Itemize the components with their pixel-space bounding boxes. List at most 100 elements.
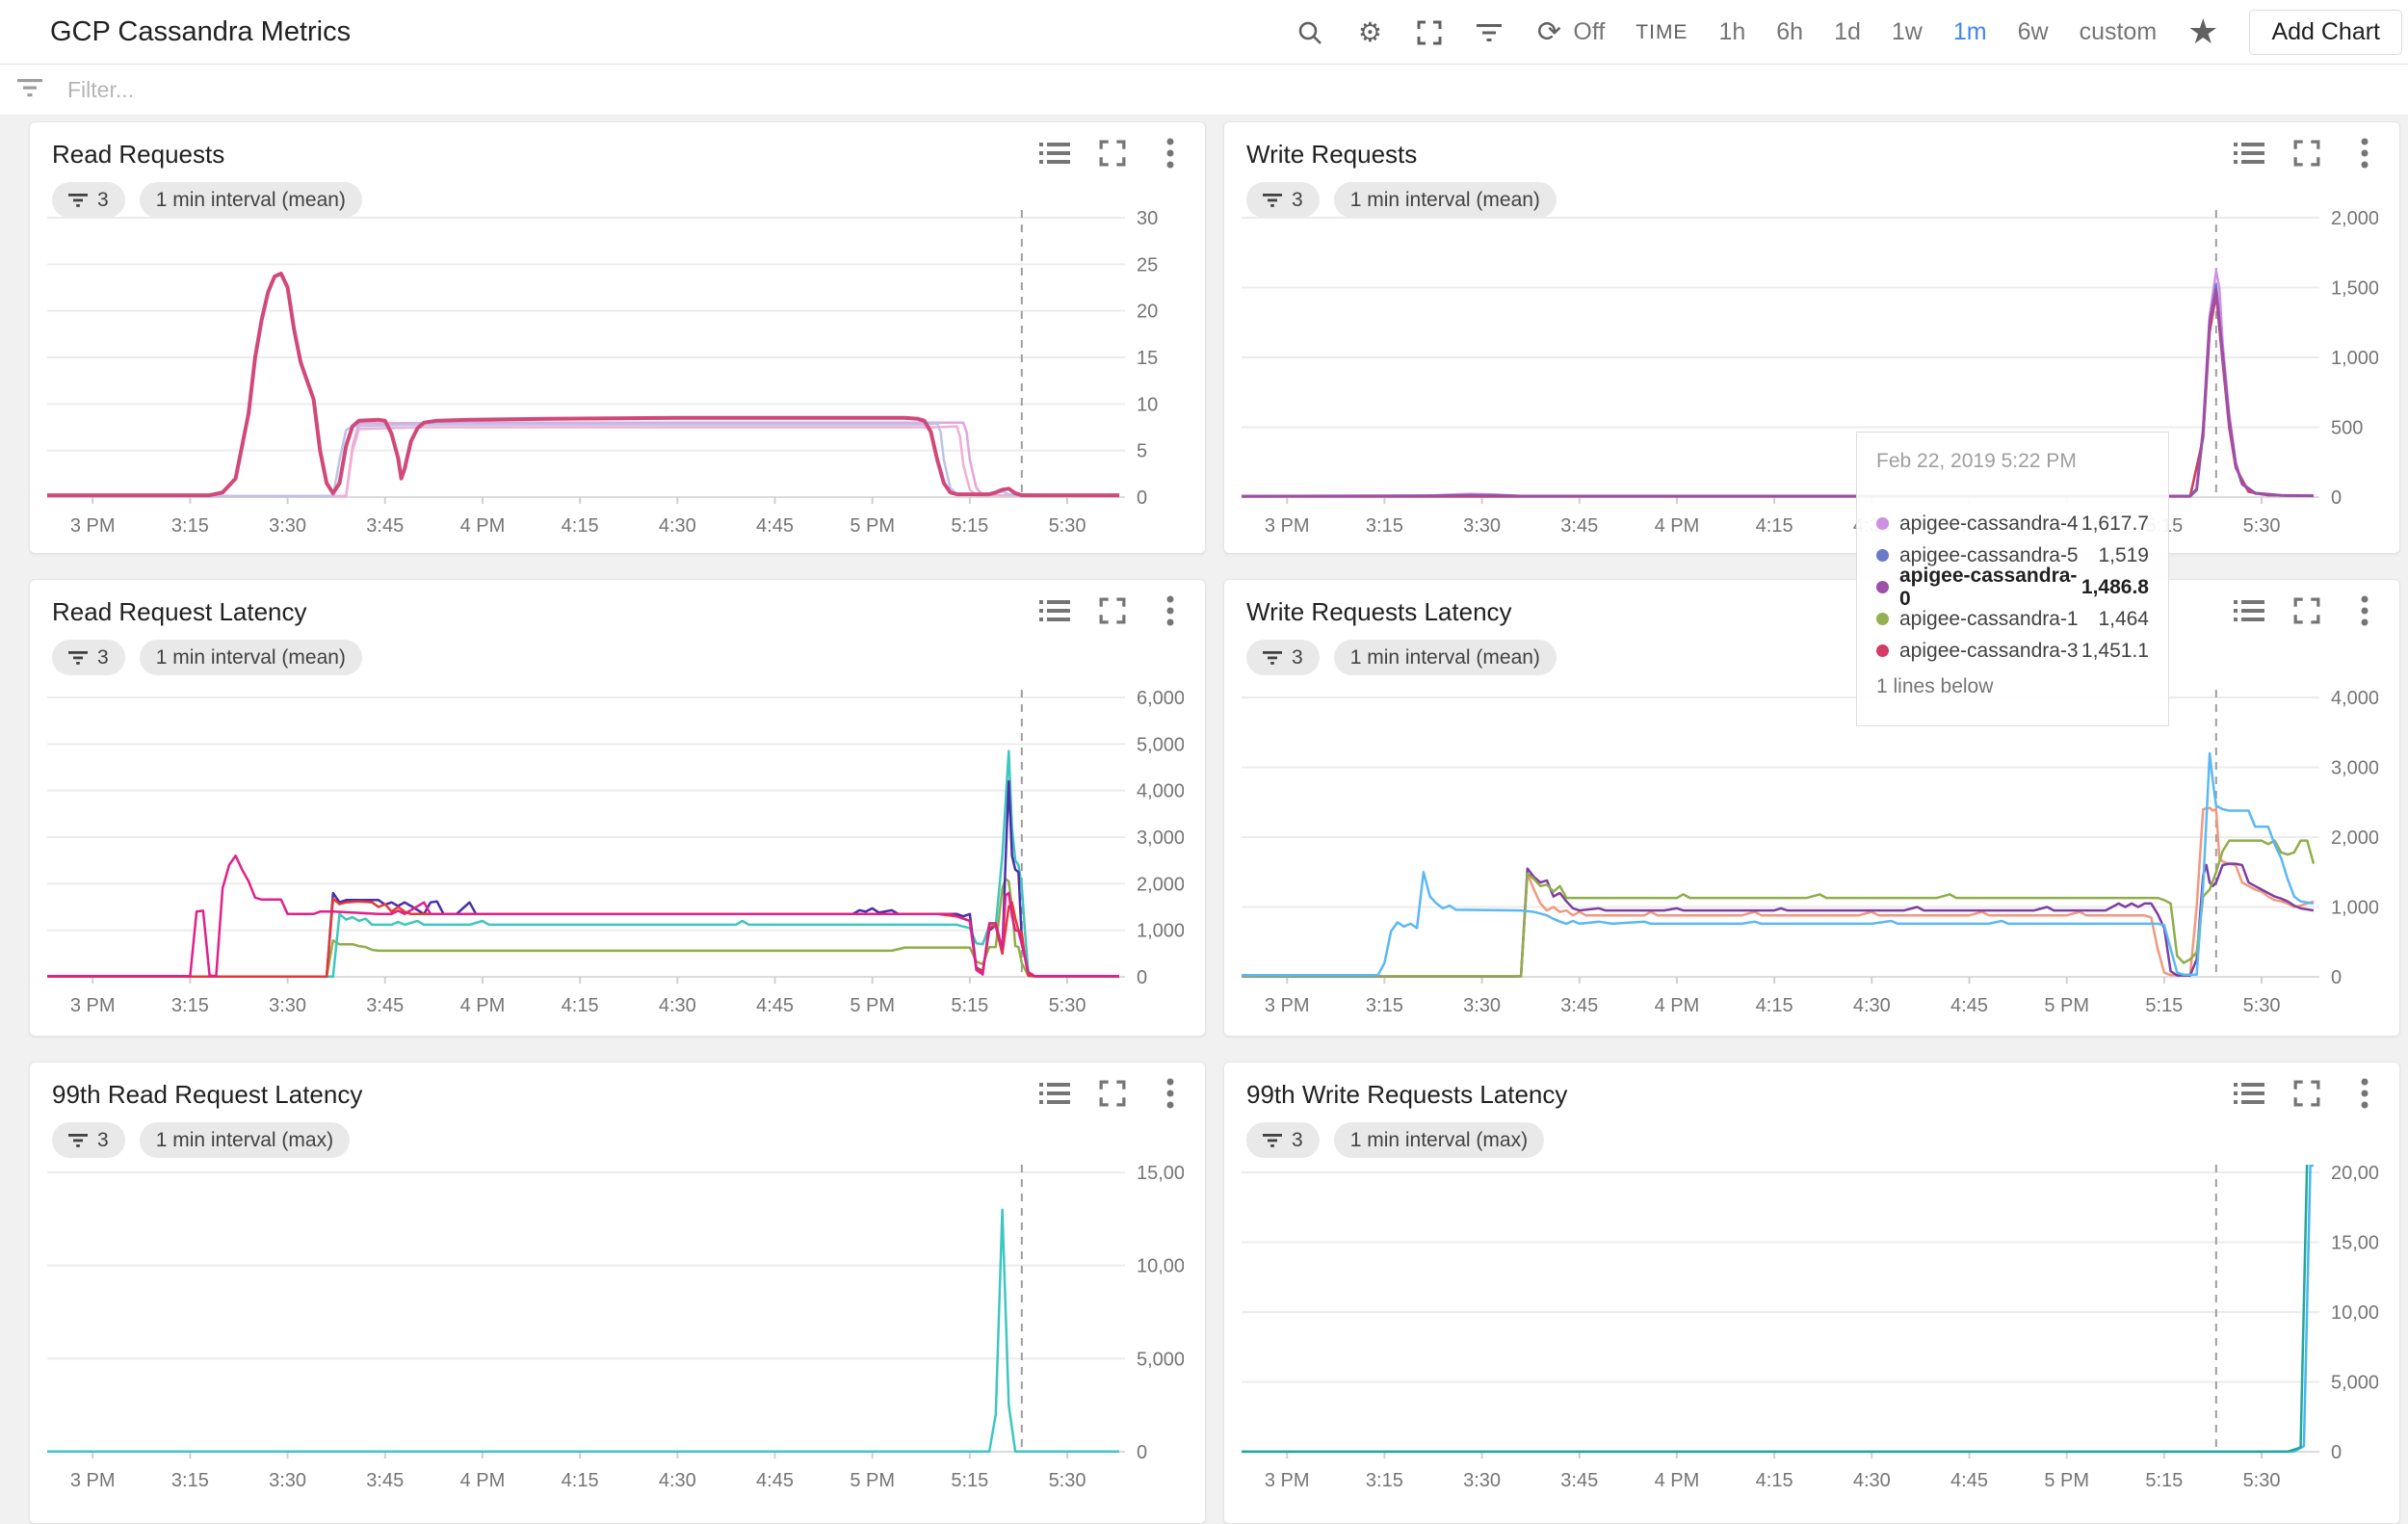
auto-refresh-control[interactable]: ⟳ Off <box>1534 15 1605 49</box>
svg-text:4:15: 4:15 <box>562 995 599 1016</box>
tooltip-row: apigee-cassandra-5 1,519 <box>1876 539 2149 571</box>
svg-text:4:45: 4:45 <box>1950 995 1988 1016</box>
svg-text:5:15: 5:15 <box>2145 1470 2183 1491</box>
svg-text:3:15: 3:15 <box>1366 1470 1403 1491</box>
filter-count-badge[interactable]: 3 <box>1246 182 1320 218</box>
svg-text:4:15: 4:15 <box>1756 1470 1793 1491</box>
expand-chart-icon[interactable] <box>2291 1078 2322 1109</box>
svg-text:5:30: 5:30 <box>1049 995 1086 1016</box>
read-requests-chart[interactable]: 0 5 10 15 20 25 30 3 PM 3:15 3:30 3:45 4 PM 4:15 4:30… <box>38 210 1184 542</box>
expand-chart-icon[interactable] <box>1097 138 1128 169</box>
interval-badge[interactable]: 1 min interval (mean) <box>1333 182 1557 218</box>
interval-badge[interactable]: 1 min interval (max) <box>139 1122 351 1158</box>
tooltip-row: apigee-cassandra-4 1,617.7 <box>1876 508 2149 539</box>
time-range-1h[interactable]: 1h <box>1718 18 1746 45</box>
chart-title: Read Requests <box>52 140 225 169</box>
svg-text:3:45: 3:45 <box>1560 515 1598 537</box>
time-range-1w[interactable]: 1w <box>1891 18 1923 45</box>
interval-badge[interactable]: 1 min interval (mean) <box>1333 640 1557 675</box>
time-range-1m[interactable]: 1m <box>1952 18 1987 45</box>
svg-text:4:30: 4:30 <box>659 1470 696 1491</box>
svg-text:2,000: 2,000 <box>1137 874 1184 895</box>
svg-text:1,000: 1,000 <box>2331 348 2378 369</box>
filter-icon <box>68 193 88 207</box>
legend-list-icon[interactable] <box>1039 595 1070 626</box>
svg-text:3 PM: 3 PM <box>70 515 116 537</box>
read-request-latency-chart[interactable]: 0 1,000 2,000 3,000 4,000 5,000 6,000 3 PM 3:15 3… <box>38 690 1184 1022</box>
more-menu-icon[interactable] <box>2349 595 2380 626</box>
chart-card-read-requests: Read Requests 3 1 min interval (mean) 0 5… <box>29 121 1206 554</box>
more-menu-icon[interactable] <box>1155 595 1186 626</box>
svg-text:4,000: 4,000 <box>1137 781 1184 802</box>
time-range-6w[interactable]: 6w <box>2017 18 2049 45</box>
legend-list-icon[interactable] <box>1039 1078 1070 1109</box>
chart-card-write-requests-latency: Write Requests Latency 3 1 min interval … <box>1223 579 2400 1037</box>
svg-text:5 PM: 5 PM <box>850 515 895 537</box>
svg-text:3:15: 3:15 <box>171 515 209 537</box>
more-menu-icon[interactable] <box>2349 138 2380 169</box>
legend-list-icon[interactable] <box>2234 138 2264 169</box>
expand-chart-icon[interactable] <box>2291 138 2322 169</box>
svg-text:5,000: 5,000 <box>1137 734 1184 755</box>
svg-text:15,000: 15,000 <box>1137 1165 1184 1184</box>
search-icon[interactable] <box>1296 18 1324 47</box>
svg-text:5,000: 5,000 <box>1137 1349 1184 1370</box>
add-chart-button[interactable]: Add Chart <box>2249 10 2402 55</box>
series-color-dot <box>1876 613 1889 625</box>
99th-write-requests-latency-chart[interactable]: 0 5,000 10,000 15,000 20,000 3 PM 3:15 3:30 3:45… <box>1232 1165 2378 1497</box>
chart-title: Read Request Latency <box>52 597 307 626</box>
svg-text:5:15: 5:15 <box>951 515 988 537</box>
expand-chart-icon[interactable] <box>1097 1078 1128 1109</box>
filter-count-badge[interactable]: 3 <box>1246 1122 1320 1158</box>
svg-text:4:15: 4:15 <box>562 515 599 537</box>
svg-text:4 PM: 4 PM <box>1655 1470 1700 1491</box>
tooltip-row: apigee-cassandra-0 1,486.8 <box>1876 565 2149 610</box>
svg-text:0: 0 <box>2331 487 2342 509</box>
fullscreen-icon[interactable] <box>1415 18 1444 47</box>
svg-text:1,000: 1,000 <box>2331 898 2378 919</box>
more-menu-icon[interactable] <box>2349 1078 2380 1109</box>
svg-text:3 PM: 3 PM <box>1265 995 1310 1016</box>
filter-icon <box>1263 650 1282 665</box>
expand-chart-icon[interactable] <box>1097 595 1128 626</box>
svg-text:30: 30 <box>1137 210 1158 229</box>
filter-count-badge[interactable]: 3 <box>52 1122 125 1158</box>
svg-text:5:30: 5:30 <box>2243 515 2281 537</box>
interval-badge[interactable]: 1 min interval (mean) <box>139 640 362 675</box>
expand-chart-icon[interactable] <box>2291 595 2322 626</box>
more-menu-icon[interactable] <box>1155 1078 1186 1109</box>
filter-count-badge[interactable]: 3 <box>52 640 125 675</box>
time-range-6h[interactable]: 6h <box>1776 18 1804 45</box>
legend-list-icon[interactable] <box>2234 1078 2264 1109</box>
time-range-1d[interactable]: 1d <box>1834 18 1861 45</box>
favorite-star-icon[interactable]: ★ <box>2187 13 2219 52</box>
tooltip-row: apigee-cassandra-3 1,451.1 <box>1876 635 2149 667</box>
filter-count-badge[interactable]: 3 <box>1246 640 1320 675</box>
time-range-custom[interactable]: custom <box>2079 18 2158 45</box>
interval-badge[interactable]: 1 min interval (max) <box>1333 1122 1545 1158</box>
99th-read-request-latency-chart[interactable]: 0 5,000 10,000 15,000 3 PM 3:15 3:30 3:45 4 PM 4:… <box>38 1165 1184 1497</box>
svg-text:5:30: 5:30 <box>2243 1470 2281 1491</box>
svg-text:3:45: 3:45 <box>1560 1470 1598 1491</box>
filter-count-badge[interactable]: 3 <box>52 182 125 218</box>
svg-text:4:30: 4:30 <box>659 515 696 537</box>
write-requests-latency-chart[interactable]: 0 1,000 2,000 3,000 4,000 3 PM 3:15 3:30 3:45 4 P… <box>1232 690 2378 1022</box>
write-requests-chart[interactable]: 0 500 1,000 1,500 2,000 3 PM 3:15 3:30 3:45 4 PM 4… <box>1232 210 2378 542</box>
svg-text:25: 25 <box>1137 254 1158 276</box>
legend-list-icon[interactable] <box>2234 595 2264 626</box>
svg-text:3:45: 3:45 <box>366 515 404 537</box>
refresh-icon: ⟳ <box>1536 15 1561 49</box>
interval-badge[interactable]: 1 min interval (mean) <box>139 182 362 218</box>
filter-icon[interactable] <box>1475 18 1504 47</box>
more-menu-icon[interactable] <box>1155 138 1186 169</box>
svg-text:3:30: 3:30 <box>269 515 306 537</box>
dashboard-filter-bar <box>0 65 2408 116</box>
chart-card-99th-write-requests-latency: 99th Write Requests Latency 3 1 min inte… <box>1223 1062 2400 1524</box>
filter-input[interactable] <box>67 76 934 103</box>
svg-text:3:45: 3:45 <box>366 995 404 1016</box>
svg-text:0: 0 <box>1137 1442 1147 1463</box>
svg-text:0: 0 <box>1137 487 1147 509</box>
legend-list-icon[interactable] <box>1039 138 1070 169</box>
settings-gear-icon[interactable]: ⚙ <box>1357 16 1382 48</box>
svg-text:5 PM: 5 PM <box>2044 995 2089 1016</box>
